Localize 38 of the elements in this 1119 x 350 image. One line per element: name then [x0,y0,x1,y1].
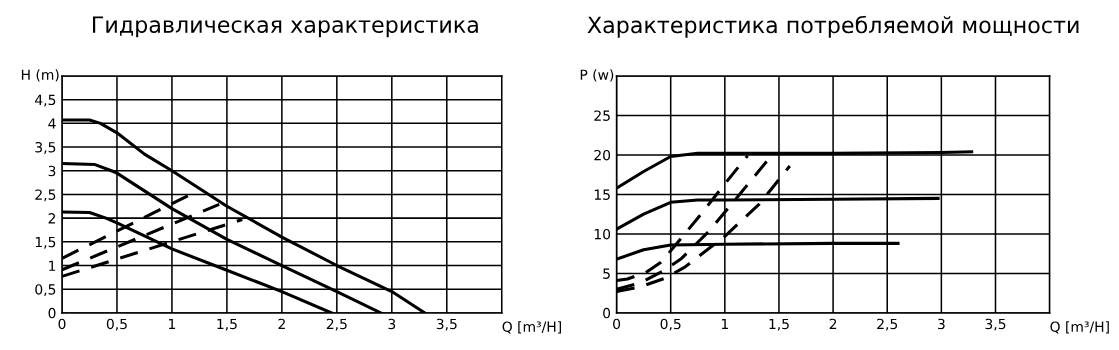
x-tick-label: 1,5 [769,318,789,331]
x-tick-label: 3,5 [985,318,1006,331]
x-tick-label: 0 [58,318,66,330]
y-tick-label: 15 [594,189,610,200]
y-tick-label: 1 [49,260,56,271]
y-tick-label: 25 [594,110,610,121]
x-axis-title: Q [m³/H] [1050,321,1109,334]
x-tick-label: 1 [721,318,728,330]
y-tick-label: 4 [48,118,56,129]
x-tick-label: 2 [829,318,837,330]
x-tick-label: 3 [938,318,945,330]
y-tick-label: 3 [48,165,56,177]
x-tick-label: 3 [388,318,396,330]
y-tick-label: 2,5 [35,189,56,202]
x-tick-label: 0,5 [106,318,127,331]
y-tick-label: 20 [594,149,611,161]
x-tick-label: 1,5 [217,318,237,331]
y-axis-title: P (w) [580,69,614,82]
x-tick-label: 2,5 [326,318,347,331]
x-tick-label: 3,5 [436,318,457,331]
y-tick-label: 0,5 [35,284,56,297]
y-tick-label: 0 [48,307,56,319]
x-axis-title: Q [m³/H] [502,321,561,334]
y-tick-label: 3,5 [35,142,56,154]
y-tick-label: 4,5 [35,94,56,107]
y-tick-label: 0 [603,307,611,319]
y-tick-label: 10 [594,228,611,240]
y-tick-label: 1,5 [35,236,56,249]
chart-title: Характеристика потребляемой мощности [587,15,1079,38]
chart-title: Гидравлическая характеристика [93,16,478,38]
y-tick-label: 5 [603,268,610,279]
x-tick-label: 0 [613,318,621,330]
x-tick-label: 1 [169,318,176,330]
y-axis-title: H (m) [21,69,59,82]
y-tick-label: 2 [48,213,56,224]
x-tick-label: 0,5 [660,318,681,331]
x-tick-label: 2,5 [877,318,898,331]
x-tick-label: 2 [278,318,285,330]
